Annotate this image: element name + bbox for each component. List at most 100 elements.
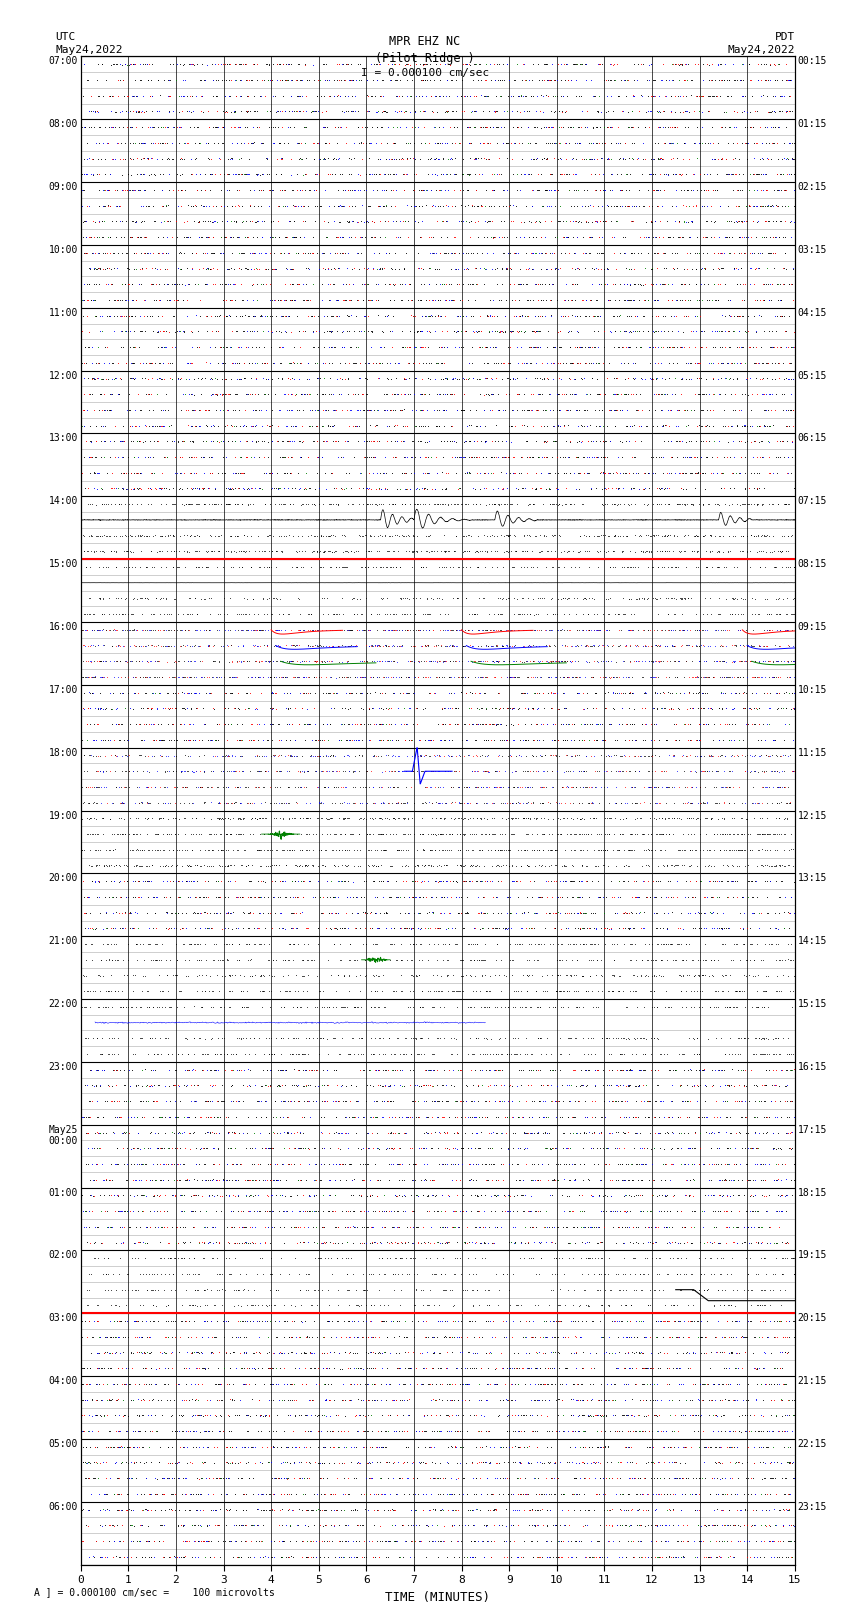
Point bbox=[500, 52, 513, 77]
Point bbox=[747, 476, 761, 502]
Point bbox=[502, 805, 515, 831]
Point bbox=[236, 460, 250, 486]
Point bbox=[693, 366, 706, 392]
Point bbox=[85, 366, 99, 392]
Point bbox=[623, 618, 637, 644]
Point bbox=[116, 1403, 130, 1429]
Point bbox=[414, 224, 428, 250]
Point bbox=[128, 350, 141, 376]
Point bbox=[225, 1152, 239, 1177]
Point bbox=[762, 98, 775, 124]
Point bbox=[728, 1434, 741, 1460]
Point bbox=[94, 695, 107, 721]
Point bbox=[219, 224, 233, 250]
Point bbox=[102, 397, 116, 423]
Point bbox=[454, 665, 468, 690]
Point bbox=[470, 1340, 484, 1366]
Point bbox=[420, 1198, 434, 1224]
Point bbox=[356, 492, 370, 518]
Point bbox=[234, 115, 247, 140]
Point bbox=[592, 52, 606, 77]
Point bbox=[222, 1418, 235, 1444]
Point bbox=[279, 665, 292, 690]
Point bbox=[666, 1089, 679, 1115]
Point bbox=[766, 618, 779, 644]
Point bbox=[348, 1277, 362, 1303]
Point bbox=[433, 553, 446, 579]
Point bbox=[638, 586, 651, 611]
Point bbox=[753, 413, 767, 439]
Point bbox=[501, 523, 514, 548]
Point bbox=[332, 727, 345, 753]
Point bbox=[425, 994, 439, 1019]
Point bbox=[159, 240, 173, 266]
Point bbox=[511, 979, 524, 1005]
Point bbox=[316, 381, 330, 406]
Point bbox=[475, 665, 489, 690]
Point bbox=[316, 1213, 330, 1239]
Point bbox=[135, 1402, 149, 1428]
Point bbox=[207, 1103, 221, 1129]
Point bbox=[156, 695, 170, 721]
Point bbox=[275, 1481, 288, 1507]
Point bbox=[690, 1040, 704, 1066]
Point bbox=[424, 350, 438, 376]
Point bbox=[688, 679, 702, 705]
Point bbox=[161, 1042, 174, 1068]
Point bbox=[427, 900, 440, 926]
Point bbox=[660, 460, 674, 486]
Point bbox=[592, 381, 605, 406]
Point bbox=[435, 1497, 449, 1523]
Point bbox=[460, 52, 473, 77]
Point bbox=[565, 350, 579, 376]
Point bbox=[536, 821, 549, 847]
Point bbox=[277, 1198, 291, 1224]
Point bbox=[494, 774, 507, 800]
Point bbox=[550, 679, 564, 705]
Point bbox=[160, 555, 173, 581]
Point bbox=[657, 1340, 671, 1366]
Point bbox=[768, 1073, 781, 1098]
Point bbox=[364, 602, 377, 627]
Point bbox=[238, 539, 252, 565]
Point bbox=[232, 1057, 246, 1082]
Point bbox=[542, 632, 556, 658]
Point bbox=[102, 884, 116, 910]
Point bbox=[267, 1292, 280, 1318]
Point bbox=[576, 1215, 590, 1240]
Point bbox=[121, 1261, 134, 1287]
Point bbox=[434, 821, 447, 847]
Point bbox=[740, 429, 754, 455]
Point bbox=[723, 821, 737, 847]
Point bbox=[311, 1198, 325, 1224]
Point bbox=[516, 805, 530, 831]
Point bbox=[279, 979, 292, 1005]
Point bbox=[407, 460, 421, 486]
Point bbox=[581, 711, 594, 737]
Point bbox=[611, 758, 625, 784]
Point bbox=[219, 1497, 233, 1523]
Point bbox=[302, 1026, 315, 1052]
Point bbox=[214, 1371, 228, 1397]
Point bbox=[395, 1465, 409, 1490]
Point bbox=[321, 145, 335, 171]
Point bbox=[465, 821, 479, 847]
Point bbox=[536, 350, 549, 376]
Point bbox=[387, 774, 400, 800]
Point bbox=[551, 616, 564, 642]
Point bbox=[283, 271, 297, 297]
Point bbox=[669, 555, 683, 581]
Point bbox=[374, 1434, 388, 1460]
Point bbox=[547, 271, 560, 297]
Point bbox=[195, 68, 208, 94]
Point bbox=[747, 1402, 761, 1428]
Point bbox=[688, 900, 702, 926]
Point bbox=[269, 1168, 283, 1194]
Point bbox=[618, 632, 632, 658]
Point bbox=[592, 821, 606, 847]
Point bbox=[495, 492, 508, 518]
Point bbox=[218, 1465, 232, 1490]
Point bbox=[105, 1276, 118, 1302]
Point bbox=[181, 1324, 195, 1350]
Point bbox=[414, 648, 428, 674]
